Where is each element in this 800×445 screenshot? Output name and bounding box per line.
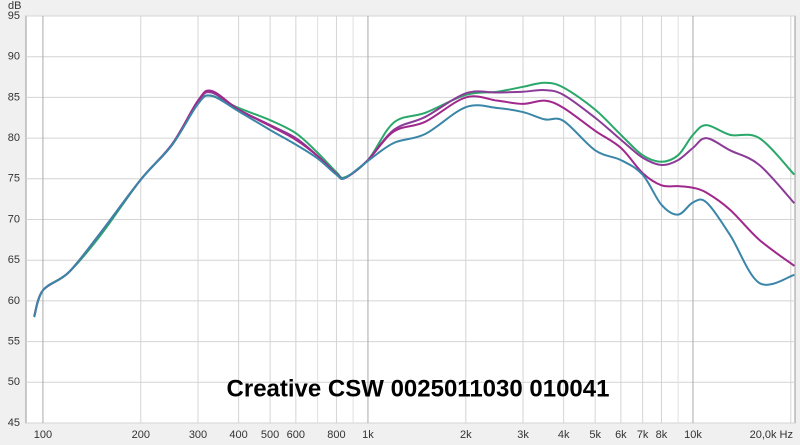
x-tick-label: 2k [460,429,472,441]
x-tick-label: 7k [637,429,649,441]
x-tick-label: 6k [615,429,627,441]
y-tick-label: 45 [8,417,20,429]
chart-title: Creative CSW 0025011030 010041 [227,375,610,402]
y-tick-label: 50 [8,376,20,388]
x-tick-label: 10k [684,429,702,441]
x-tick-label: 800 [327,429,345,441]
x-tick-label: 3k [517,429,529,441]
y-axis-label: dB [8,0,21,12]
y-tick-label: 95 [8,10,20,22]
y-tick-label: 90 [8,51,20,63]
x-tick-label: 5k [589,429,601,441]
x-tick-label: 300 [189,429,207,441]
y-tick-label: 85 [8,91,20,103]
x-tick-label: 400 [229,429,247,441]
y-tick-label: 55 [8,336,20,348]
y-tick-label: 65 [8,254,20,266]
x-tick-label: 20,0k Hz [750,429,793,441]
x-tick-label: 1k [362,429,374,441]
series-line [33,94,795,318]
y-tick-label: 60 [8,295,20,307]
x-tick-label: 8k [656,429,668,441]
y-tick-label: 75 [8,173,20,185]
y-tick-label: 80 [8,132,20,144]
x-tick-label: 100 [34,429,52,441]
x-tick-label: 500 [261,429,279,441]
x-tick-label: 200 [132,429,150,441]
x-tick-label: 600 [287,429,305,441]
x-tick-label: 4k [558,429,570,441]
y-tick-label: 70 [8,213,20,225]
